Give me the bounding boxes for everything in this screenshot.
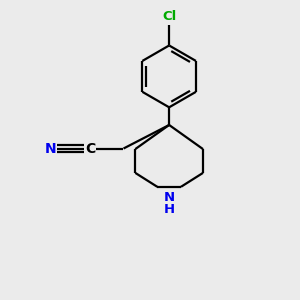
Text: N: N — [45, 142, 57, 155]
Text: C: C — [85, 142, 95, 155]
Text: H: H — [164, 203, 175, 216]
Text: N: N — [164, 191, 175, 204]
Text: Cl: Cl — [162, 10, 176, 22]
